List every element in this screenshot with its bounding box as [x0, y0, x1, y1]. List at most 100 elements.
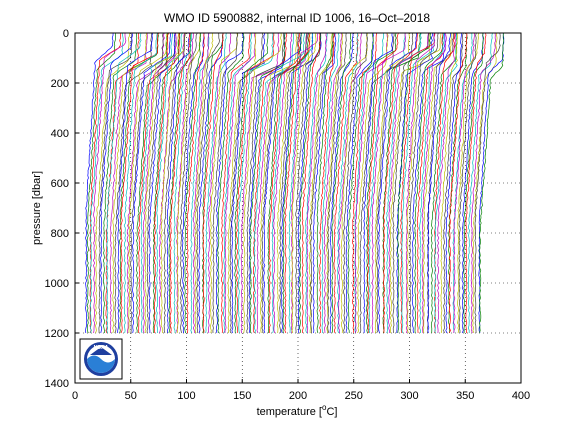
temperature-profile-line	[440, 32, 459, 334]
noaa-logo-text: NOAA	[94, 345, 109, 351]
temperature-profile-line	[323, 32, 343, 334]
temperature-profile-line	[478, 32, 505, 334]
temperature-profile-line	[259, 33, 298, 334]
temperature-profile-line	[470, 32, 497, 334]
temperature-profile-line	[463, 33, 484, 334]
temperature-profile-line	[354, 32, 389, 334]
temperature-profile-line	[426, 32, 454, 334]
y-tick-label: 600	[51, 178, 69, 190]
temperature-profile-line	[282, 32, 310, 334]
temperature-profile-line	[474, 32, 501, 334]
temperature-profile-line	[297, 32, 322, 334]
temperature-profile-line	[291, 32, 317, 334]
temperature-profile-line	[366, 32, 397, 334]
temperature-profile-line	[479, 32, 505, 334]
temperature-profile-line	[288, 32, 314, 334]
temperature-profile-line	[405, 32, 436, 334]
temperature-profile-line	[180, 32, 198, 334]
temperature-profile-line	[173, 32, 192, 333]
temperature-profile-line	[331, 33, 352, 334]
temperature-profile-line	[452, 32, 473, 334]
x-tick-label: 250	[345, 390, 363, 402]
temperature-profile-line	[448, 32, 468, 334]
temperature-profile-line	[132, 32, 171, 334]
temperature-profile-line	[397, 32, 431, 334]
x-axis-label: temperature [oC]	[257, 403, 338, 418]
temperature-profile-line	[182, 32, 205, 334]
temperature-profile-line	[378, 32, 418, 334]
temperature-profile-line	[154, 32, 181, 334]
temperature-profile-line	[386, 32, 422, 334]
temperature-profile-line	[184, 32, 202, 334]
y-tick-label: 0	[63, 28, 69, 40]
temperature-profile-line	[192, 32, 210, 334]
temperature-profile-line	[371, 32, 407, 334]
temperature-profile-line	[416, 32, 444, 334]
temperature-profile-line	[279, 32, 308, 334]
temperature-profile-line	[112, 32, 148, 334]
temperature-profile-line	[430, 32, 458, 334]
temperature-profile-line	[106, 32, 142, 334]
temperature-profile-line	[388, 32, 429, 334]
temperature-profile-line	[340, 32, 368, 334]
temperature-profile-line	[376, 32, 414, 334]
temperature-profile-line	[271, 32, 306, 334]
temperature-profile-line	[246, 32, 285, 334]
temperature-profile-line	[160, 32, 186, 334]
temperature-profile-line	[114, 32, 153, 334]
temperature-profile-line	[461, 32, 484, 334]
temperature-profile-line	[130, 32, 164, 334]
temperature-profile-line	[319, 32, 335, 334]
temperature-profile-line	[138, 32, 170, 334]
temperature-profile-line	[337, 33, 359, 334]
temperature-profile-line	[457, 32, 480, 334]
temperature-profile-line	[252, 32, 288, 334]
temperature-profile-line	[290, 32, 319, 334]
temperature-profile-line	[217, 32, 245, 334]
temperature-profile-line	[368, 32, 406, 334]
temperature-profile-line	[176, 32, 201, 334]
x-axis-label-unit: C]	[326, 406, 337, 418]
temperature-profile-line	[231, 32, 266, 334]
temperature-profile-line	[276, 32, 311, 334]
chart-title: WMO ID 5900882, internal ID 1006, 16–Oct…	[164, 11, 430, 25]
temperature-profile-line	[383, 32, 419, 334]
temperature-profile-line	[306, 32, 328, 334]
temperature-profile-line	[347, 32, 374, 333]
y-tick-label: 1400	[45, 378, 69, 390]
temperature-profile-line	[301, 32, 321, 334]
temperature-profile-line	[89, 33, 124, 334]
temperature-profile-line	[196, 32, 220, 334]
temperature-profile-line	[109, 32, 148, 333]
y-axis-label: pressure [dbar]	[31, 171, 43, 245]
temperature-profile-line	[427, 33, 451, 334]
x-tick-label: 50	[125, 390, 137, 402]
temperature-profile-line	[95, 32, 131, 334]
temperature-profile-line	[100, 32, 133, 334]
temperature-profile-line	[333, 32, 359, 334]
temperature-profile-line	[389, 32, 431, 333]
noaa-logo: NOAA	[79, 338, 123, 380]
y-tick-label: 1000	[45, 278, 69, 290]
x-tick-label: 350	[456, 390, 474, 402]
temperature-profile-line	[166, 32, 191, 334]
temperature-profile-line	[93, 33, 127, 334]
temperature-profile-line	[312, 32, 337, 334]
temperature-profile-line	[268, 32, 301, 334]
temperature-profile-line	[263, 32, 302, 334]
temperature-profile-line	[223, 33, 252, 334]
temperature-profile-line	[338, 32, 362, 334]
temperature-profile-line	[205, 32, 227, 334]
temperature-profile-line	[327, 32, 347, 334]
temperature-profile-line	[202, 32, 224, 334]
temperature-profile-line	[273, 32, 308, 334]
temperature-profile-line	[194, 32, 214, 334]
y-tick-label: 200	[51, 78, 69, 90]
temperature-profile-line	[419, 32, 444, 333]
temperature-profile-line	[212, 33, 239, 334]
temperature-profile-line	[198, 32, 224, 334]
temperature-profile-line	[421, 32, 447, 334]
temperature-profile-line	[169, 32, 191, 334]
x-tick-label: 400	[512, 390, 530, 402]
